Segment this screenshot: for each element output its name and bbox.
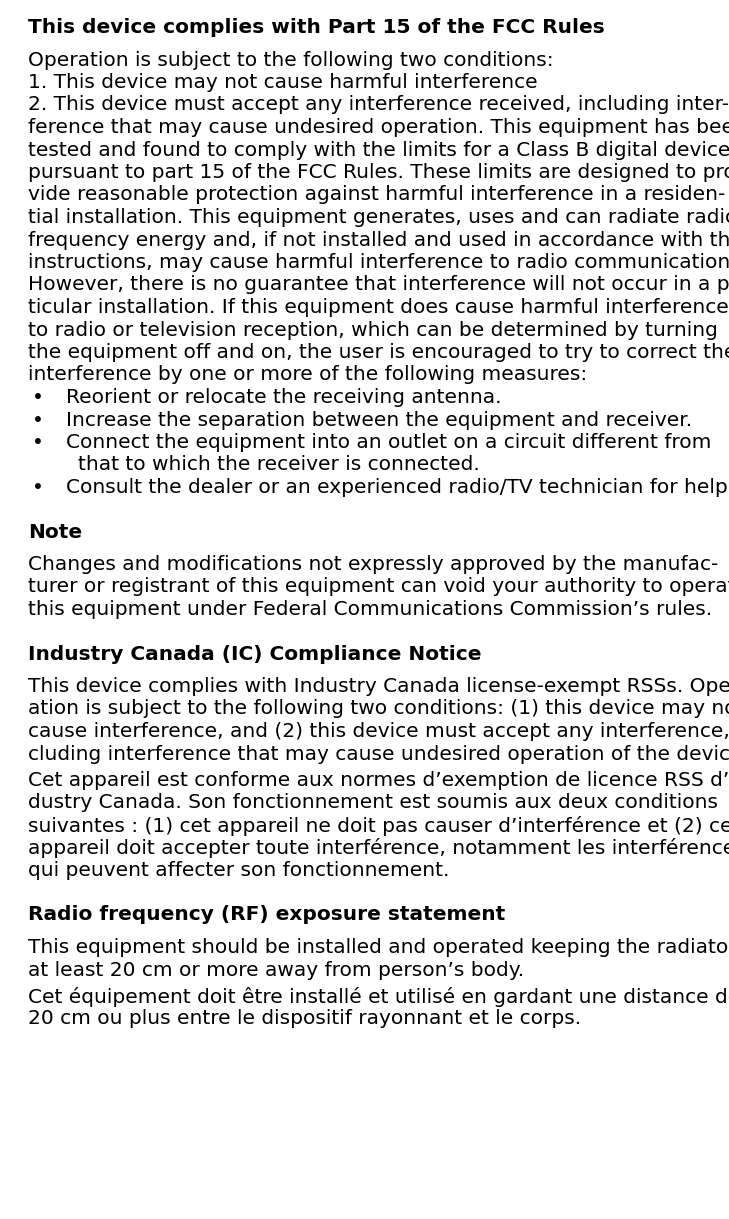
Text: frequency energy and, if not installed and used in accordance with the: frequency energy and, if not installed a…: [28, 230, 729, 250]
Text: this equipment under Federal Communications Commission’s rules.: this equipment under Federal Communicati…: [28, 600, 712, 619]
Text: •: •: [32, 411, 44, 429]
Text: ation is subject to the following two conditions: (1) this device may not: ation is subject to the following two co…: [28, 700, 729, 718]
Text: to radio or television reception, which can be determined by turning: to radio or television reception, which …: [28, 321, 718, 340]
Text: appareil doit accepter toute interférence, notamment les interférences: appareil doit accepter toute interférenc…: [28, 839, 729, 858]
Text: tial installation. This equipment generates, uses and can radiate radio: tial installation. This equipment genera…: [28, 208, 729, 227]
Text: Industry Canada (IC) Compliance Notice: Industry Canada (IC) Compliance Notice: [28, 645, 481, 663]
Text: vide reasonable protection against harmful interference in a residen-: vide reasonable protection against harmf…: [28, 185, 725, 205]
Text: that to which the receiver is connected.: that to which the receiver is connected.: [78, 456, 480, 474]
Text: the equipment off and on, the user is encouraged to try to correct the: the equipment off and on, the user is en…: [28, 343, 729, 362]
Text: ticular installation. If this equipment does cause harmful interference: ticular installation. If this equipment …: [28, 297, 729, 317]
Text: Cet appareil est conforme aux normes d’exemption de licence RSS d’In-: Cet appareil est conforme aux normes d’e…: [28, 770, 729, 790]
Text: Cet équipement doit être installé et utilisé en gardant une distance de: Cet équipement doit être installé et uti…: [28, 987, 729, 1007]
Text: pursuant to part 15 of the FCC Rules. These limits are designed to pro-: pursuant to part 15 of the FCC Rules. Th…: [28, 163, 729, 182]
Text: •: •: [32, 388, 44, 407]
Text: Note: Note: [28, 523, 82, 541]
Text: This device complies with Part 15 of the FCC Rules: This device complies with Part 15 of the…: [28, 18, 605, 37]
Text: •: •: [32, 478, 44, 497]
Text: 1. This device may not cause harmful interference: 1. This device may not cause harmful int…: [28, 73, 537, 91]
Text: Connect the equipment into an outlet on a circuit different from: Connect the equipment into an outlet on …: [66, 433, 712, 452]
Text: suivantes : (1) cet appareil ne doit pas causer d’interférence et (2) cet: suivantes : (1) cet appareil ne doit pas…: [28, 816, 729, 836]
Text: cluding interference that may cause undesired operation of the device.: cluding interference that may cause unde…: [28, 745, 729, 763]
Text: instructions, may cause harmful interference to radio communications.: instructions, may cause harmful interfer…: [28, 254, 729, 272]
Text: 20 cm ou plus entre le dispositif rayonnant et le corps.: 20 cm ou plus entre le dispositif rayonn…: [28, 1009, 581, 1029]
Text: interference by one or more of the following measures:: interference by one or more of the follo…: [28, 366, 588, 384]
Text: at least 20 cm or more away from person’s body.: at least 20 cm or more away from person’…: [28, 961, 524, 980]
Text: •: •: [32, 433, 44, 452]
Text: turer or registrant of this equipment can void your authority to operate: turer or registrant of this equipment ca…: [28, 578, 729, 596]
Text: Changes and modifications not expressly approved by the manufac-: Changes and modifications not expressly …: [28, 555, 718, 574]
Text: Reorient or relocate the receiving antenna.: Reorient or relocate the receiving anten…: [66, 388, 502, 407]
Text: Operation is subject to the following two conditions:: Operation is subject to the following tw…: [28, 50, 553, 69]
Text: Consult the dealer or an experienced radio/TV technician for help.: Consult the dealer or an experienced rad…: [66, 478, 729, 497]
Text: However, there is no guarantee that interference will not occur in a par-: However, there is no guarantee that inte…: [28, 275, 729, 295]
Text: Increase the separation between the equipment and receiver.: Increase the separation between the equi…: [66, 411, 692, 429]
Text: Radio frequency (RF) exposure statement: Radio frequency (RF) exposure statement: [28, 906, 505, 924]
Text: 2. This device must accept any interference received, including inter-: 2. This device must accept any interfere…: [28, 95, 729, 115]
Text: dustry Canada. Son fonctionnement est soumis aux deux conditions: dustry Canada. Son fonctionnement est so…: [28, 794, 718, 813]
Text: This equipment should be installed and operated keeping the radiator: This equipment should be installed and o…: [28, 937, 729, 957]
Text: This device complies with Industry Canada license-exempt RSSs. Oper-: This device complies with Industry Canad…: [28, 677, 729, 696]
Text: qui peuvent affecter son fonctionnement.: qui peuvent affecter son fonctionnement.: [28, 861, 449, 880]
Text: ference that may cause undesired operation. This equipment has been: ference that may cause undesired operati…: [28, 118, 729, 137]
Text: cause interference, and (2) this device must accept any interference, in-: cause interference, and (2) this device …: [28, 722, 729, 741]
Text: tested and found to comply with the limits for a Class B digital device,: tested and found to comply with the limi…: [28, 140, 729, 160]
